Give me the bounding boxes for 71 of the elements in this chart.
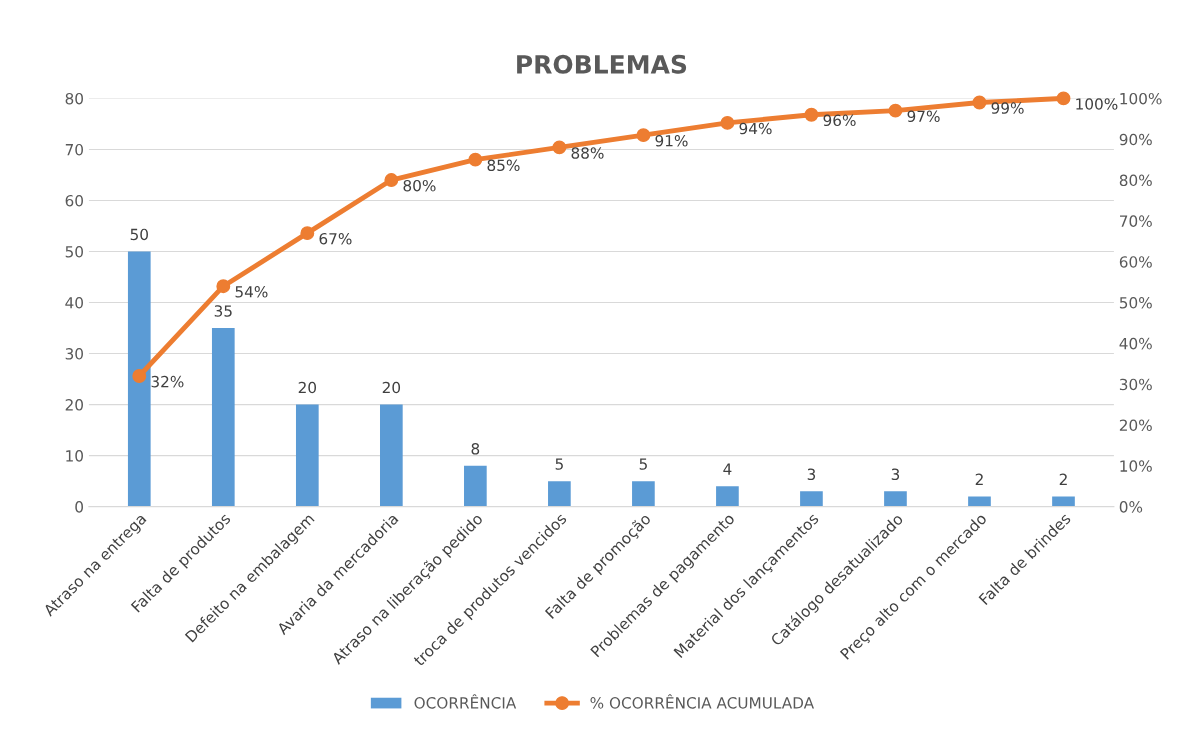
data-label: 88%: [571, 147, 604, 159]
data-label: 2: [1059, 473, 1067, 485]
data-label: 5: [555, 458, 563, 470]
data-label: 3: [807, 468, 816, 481]
point: [1056, 91, 1071, 106]
data-label: 20: [382, 381, 401, 394]
y2-tick-label: 20%: [1119, 419, 1152, 432]
y-tick-label: 10: [66, 450, 83, 462]
data-label: 94%: [739, 122, 772, 135]
y-tick-label: 70: [65, 143, 83, 156]
y-tick-label: 30: [65, 348, 83, 360]
data-label: 96%: [823, 114, 856, 127]
data-label: 91%: [655, 134, 688, 147]
data-label: 4: [723, 463, 732, 475]
y-tick-label: 20: [65, 399, 83, 411]
bar: [632, 481, 655, 507]
y-tick-label: 60: [65, 194, 83, 207]
point: [468, 152, 483, 167]
bar: [716, 486, 739, 507]
point: [384, 173, 399, 188]
data-label: 20: [298, 381, 317, 394]
y2-tick-label: 90%: [1119, 133, 1152, 146]
point: [972, 95, 987, 110]
chart-title: PROBLEMAS: [517, 54, 687, 74]
y2-tick-label: 30%: [1119, 378, 1152, 391]
data-label: 50: [130, 228, 148, 241]
bar: [968, 496, 991, 507]
y2-tick-label: 0%: [1119, 501, 1143, 513]
point: [636, 128, 651, 143]
y2-tick-label: 100%: [1120, 92, 1162, 105]
data-label: 99%: [991, 102, 1024, 114]
bar: [211, 328, 235, 507]
y-tick-label: 0: [75, 501, 83, 513]
bar: [1052, 496, 1075, 507]
data-label: 100%: [1076, 98, 1118, 110]
bar: [464, 465, 487, 507]
y2-tick-label: 40%: [1119, 337, 1152, 350]
point: [300, 226, 315, 241]
point: [216, 279, 231, 294]
bar: [800, 491, 823, 507]
bar: [884, 491, 907, 507]
y-tick-label: 40: [65, 297, 83, 309]
point: [888, 103, 903, 118]
bar: [127, 251, 151, 507]
bar: [548, 481, 571, 507]
point: [804, 107, 819, 122]
data-label: 3: [891, 468, 900, 481]
bar: [295, 404, 319, 507]
point: [132, 369, 147, 383]
y-tick-label: 80: [65, 92, 83, 105]
legend-label: % OCORRÊNCIA ACUMULADA: [590, 694, 815, 709]
data-label: 54%: [235, 286, 268, 298]
data-label: 67%: [319, 232, 352, 245]
legend-label: OCORRÊNCIA: [414, 694, 517, 709]
y2-tick-label: 70%: [1120, 215, 1152, 227]
data-label: 80%: [403, 179, 436, 192]
y2-tick-label: 10%: [1120, 460, 1152, 472]
data-label: 5: [639, 458, 647, 470]
data-label: 2: [975, 473, 983, 485]
bar: [380, 404, 403, 507]
data-label: 32%: [151, 375, 184, 388]
y2-tick-label: 80%: [1119, 174, 1152, 187]
y-tick-label: 50: [65, 245, 83, 258]
point: [720, 115, 735, 130]
y2-tick-label: 50%: [1119, 297, 1152, 309]
data-label: 97%: [907, 110, 940, 123]
data-label: 8: [471, 442, 480, 455]
y2-tick-label: 60%: [1119, 256, 1152, 268]
data-label: 85%: [487, 159, 520, 172]
data-label: 35: [214, 305, 232, 317]
point: [552, 140, 567, 155]
